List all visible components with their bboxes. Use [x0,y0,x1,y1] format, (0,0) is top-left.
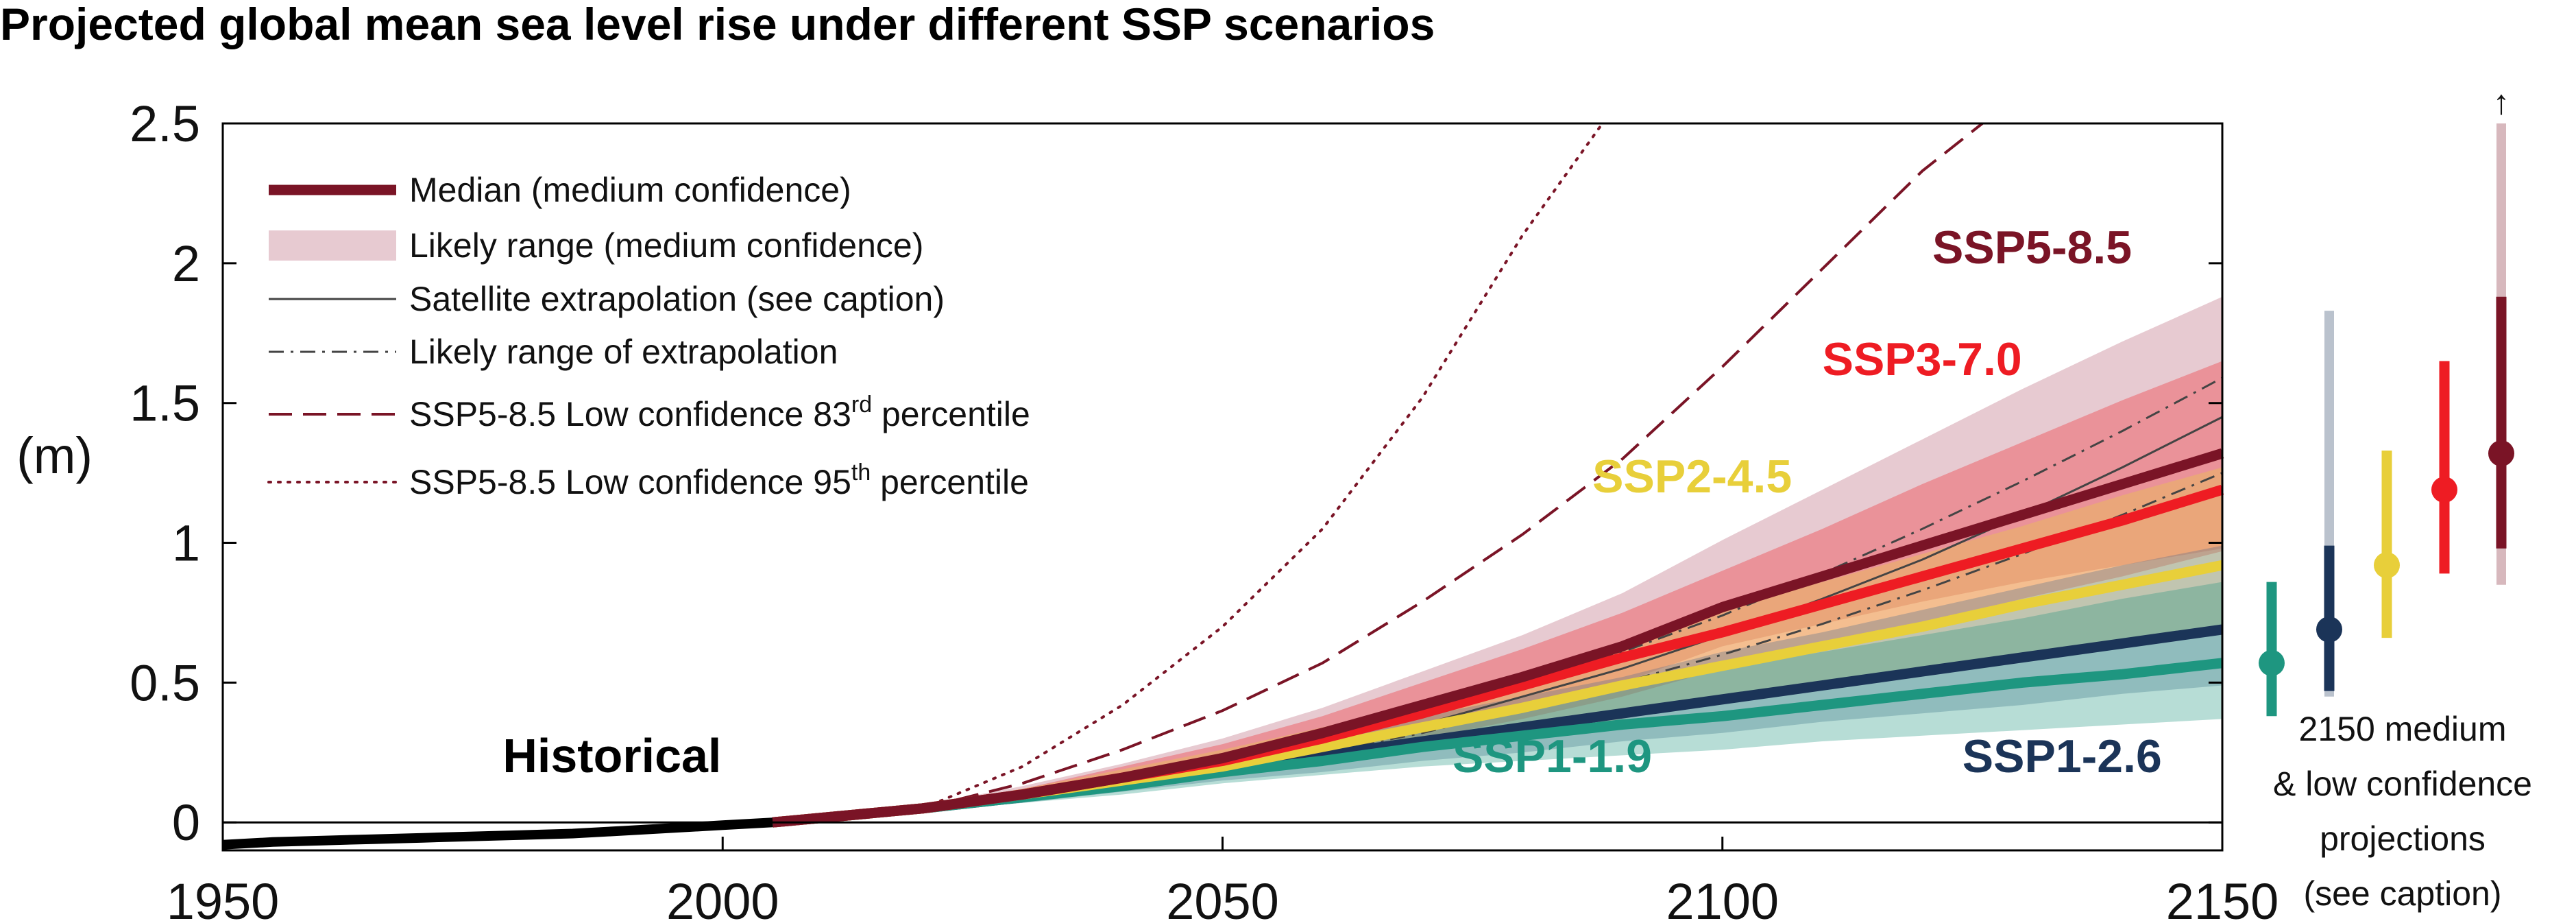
bars-note-line: projections [2320,820,2486,858]
legend: Median (medium confidence) Likely range (… [267,171,1030,501]
y-tick-label: 1 [172,515,200,572]
band-ssp3-7-0 [773,361,2222,823]
y-tick-label: 2 [172,235,200,292]
legend-entry-text: SSP5-8.5 Low confidence 95th percentile [409,459,1029,501]
bars-note-line: 2150 medium [2299,710,2507,748]
band-ssp2-4-5 [773,467,2222,823]
historical-line [222,817,773,850]
bar-median-dot-ssp2-4-5 [2374,552,2400,579]
likely-range-bands [773,296,2222,823]
scenario-label-ssp1-1-9: SSP1-1.9 [1453,730,1652,782]
scenario-label-ssp2-4-5: SSP2-4.5 [1592,451,1792,503]
y-tick-label: 0.5 [130,654,200,711]
x-tick-label: 2050 [1166,873,1279,921]
median-lines [772,448,2224,828]
legend-entry-text: SSP5-8.5 Low confidence 83rd percentile [409,392,1030,433]
chart-title: Projected global mean sea level rise und… [0,0,1435,49]
extrapolation-low-line [922,472,2223,810]
band-ssp1-1-9 [773,582,2222,823]
median-ssp5-8-5 [772,448,2224,828]
scenario-label-historical: Historical [502,729,721,782]
scenario-label-ssp3-7-0: SSP3-7.0 [1823,333,2022,385]
y-tick-label: 0 [172,794,200,851]
x-tick-label: 1950 [167,873,280,921]
bars-2150: ↑ [2259,83,2514,717]
scenario-label-ssp1-2-6: SSP1-2.6 [1963,730,2162,782]
band-ssp1-2-6 [773,545,2222,823]
bars-note: 2150 medium & low confidence projections (s… [2273,710,2532,913]
band-ssp5-8-5 [773,296,2222,823]
historical-series-line [222,817,773,850]
legend-entry-text: Median (medium confidence) [409,171,851,209]
scenario-labels: SSP5-8.5 SSP3-7.0 SSP2-4.5 SSP1-1.9 SSP1-2.6… [502,222,2161,782]
arrow-up-icon: ↑ [2493,83,2510,121]
legend-entry-text: Likely range (medium confidence) [409,226,923,265]
bar-median-dot-ssp1-1-9 [2259,649,2285,676]
legend-symbol-likely-range [269,230,396,261]
y-tick-label: 2.5 [130,95,200,152]
legend-entry-text: Likely range of extrapolation [409,333,838,371]
bars-note-line: & low confidence [2273,765,2532,803]
scenario-label-ssp5-8-5: SSP5-8.5 [1932,222,2132,274]
bars-note-line: (see caption) [2303,874,2501,913]
low-confidence-83-line [922,122,1984,810]
bar-median-dot-ssp5-8-5 [2488,440,2514,467]
bar-median-dot-ssp3-7-0 [2431,477,2457,503]
bar-median-dot-ssp1-2-6 [2316,616,2342,643]
x-tick-label: 2150 [2166,873,2279,921]
x-tick-label: 2100 [1666,873,1779,921]
axis-ticks: 1950 2000 2050 2100 2150 0 0.5 1 1.5 2 2.5 [130,95,2279,921]
low-confidence-lines [921,122,1984,810]
y-axis-label: (m) [16,427,93,484]
legend-entry-text: Satellite extrapolation (see caption) [409,280,945,318]
y-tick-label: 1.5 [130,375,200,432]
x-tick-label: 2000 [666,873,779,921]
low-confidence-95-line [921,122,1604,810]
